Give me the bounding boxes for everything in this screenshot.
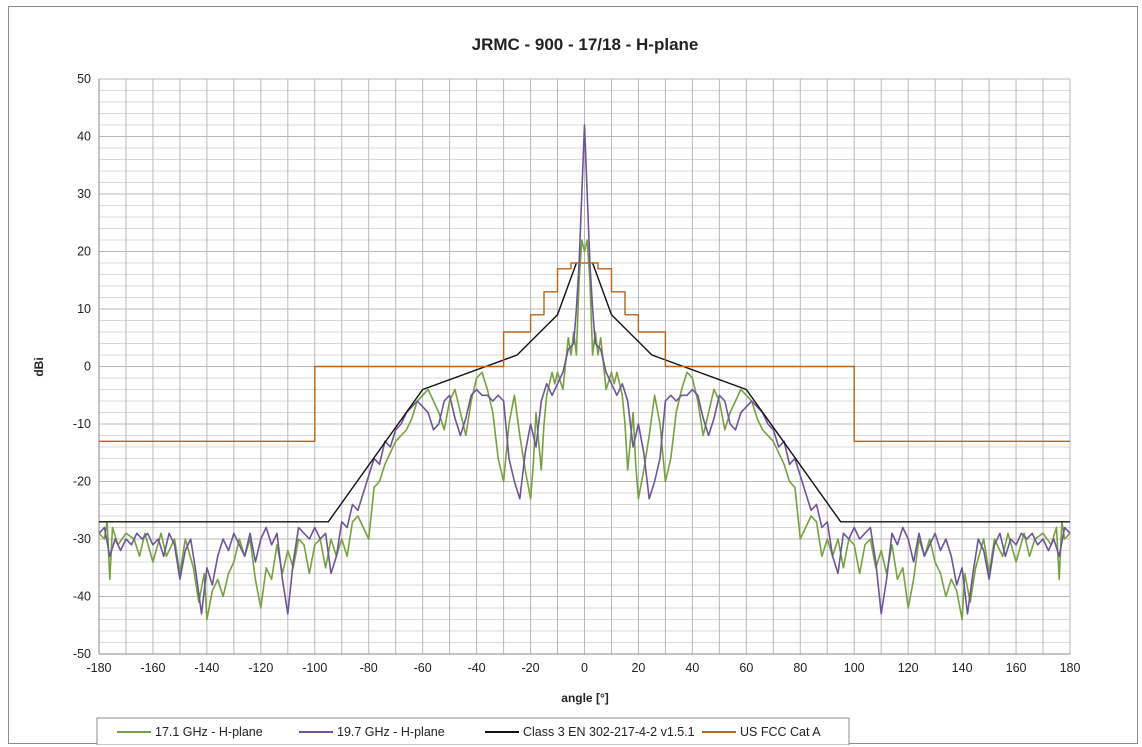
x-tick-label: 60: [739, 661, 753, 675]
x-tick-label: -20: [522, 661, 540, 675]
x-tick-label: 120: [898, 661, 919, 675]
x-tick-label: -40: [468, 661, 486, 675]
chart: JRMC - 900 - 17/18 - H-plane -180 -160 -14…: [32, 35, 1081, 745]
series-line-class3-mask-right: [591, 262, 1070, 523]
x-axis-title: angle [°]: [561, 691, 608, 705]
axes: [98, 79, 1070, 655]
x-tick-label: 180: [1060, 661, 1081, 675]
y-tick-label: -30: [73, 532, 91, 546]
x-tick-label: 20: [631, 661, 645, 675]
y-tick-label: -10: [73, 417, 91, 431]
grid: [98, 78, 1071, 655]
x-tick-label: 160: [1006, 661, 1027, 675]
legend-label: Class 3 EN 302-217-4-2 v1.5.1: [523, 725, 695, 739]
legend: 17.1 GHz - H-plane 19.7 GHz - H-plane Clas…: [96, 717, 850, 745]
legend-label: 19.7 GHz - H-plane: [337, 725, 445, 739]
series-line-class3-mask-left: [99, 262, 578, 523]
y-tick-label: 40: [77, 130, 91, 144]
x-tick-label: -140: [194, 661, 219, 675]
legend-label: US FCC Cat A: [740, 725, 821, 739]
x-tick-label: 0: [581, 661, 588, 675]
y-tick-label: 30: [77, 187, 91, 201]
y-tick-label: -20: [73, 475, 91, 489]
chart-frame: JRMC - 900 - 17/18 - H-plane -180 -160 -14…: [8, 6, 1138, 745]
x-tick-label: 100: [844, 661, 865, 675]
x-tick-label: -100: [302, 661, 327, 675]
chart-title: JRMC - 900 - 17/18 - H-plane: [472, 35, 699, 54]
x-tick-label: -80: [360, 661, 378, 675]
series-line-fcc-cat-a: [99, 262, 1070, 442]
y-tick-label: 20: [77, 245, 91, 259]
x-tick-label: -120: [248, 661, 273, 675]
series-line-19-7-ghz: [98, 124, 1071, 615]
y-tick-label: 10: [77, 302, 91, 316]
y-tick-label: 0: [84, 360, 91, 374]
x-tick-label: 140: [952, 661, 973, 675]
series-line-17-1-ghz: [98, 239, 1071, 621]
legend-label: 17.1 GHz - H-plane: [155, 725, 263, 739]
x-tick-label: 80: [793, 661, 807, 675]
series-group: [98, 124, 1071, 621]
y-tick-label: -40: [73, 590, 91, 604]
tick-labels: -180 -160 -140 -120 -100 -80 -60 -40 -20 0 20 40 60 8…: [73, 72, 1081, 675]
x-tick-label: -160: [140, 661, 165, 675]
y-tick-label: 50: [77, 72, 91, 86]
x-tick-label: 40: [685, 661, 699, 675]
y-tick-label: -50: [73, 647, 91, 661]
x-tick-label: -60: [414, 661, 432, 675]
y-axis-title: dBi: [32, 357, 46, 376]
x-tick-label: -180: [86, 661, 111, 675]
